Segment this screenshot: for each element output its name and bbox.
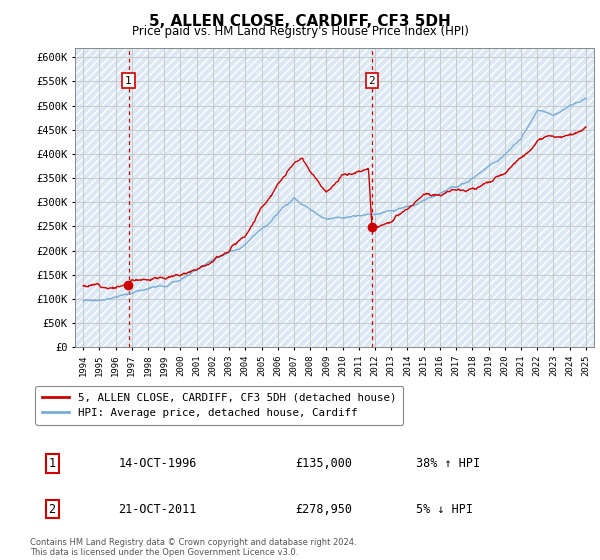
Text: 2: 2 xyxy=(49,502,56,516)
Text: 2: 2 xyxy=(368,76,375,86)
Text: 1: 1 xyxy=(49,457,56,470)
Text: £278,950: £278,950 xyxy=(295,502,352,516)
Text: 5, ALLEN CLOSE, CARDIFF, CF3 5DH: 5, ALLEN CLOSE, CARDIFF, CF3 5DH xyxy=(149,14,451,29)
Text: £135,000: £135,000 xyxy=(295,457,352,470)
Text: Contains HM Land Registry data © Crown copyright and database right 2024.
This d: Contains HM Land Registry data © Crown c… xyxy=(30,538,356,557)
Text: 5% ↓ HPI: 5% ↓ HPI xyxy=(416,502,473,516)
Legend: 5, ALLEN CLOSE, CARDIFF, CF3 5DH (detached house), HPI: Average price, detached : 5, ALLEN CLOSE, CARDIFF, CF3 5DH (detach… xyxy=(35,386,403,424)
Text: 1: 1 xyxy=(125,76,132,86)
Text: Price paid vs. HM Land Registry's House Price Index (HPI): Price paid vs. HM Land Registry's House … xyxy=(131,25,469,38)
Text: 38% ↑ HPI: 38% ↑ HPI xyxy=(416,457,481,470)
Text: 21-OCT-2011: 21-OCT-2011 xyxy=(118,502,197,516)
Text: 14-OCT-1996: 14-OCT-1996 xyxy=(118,457,197,470)
